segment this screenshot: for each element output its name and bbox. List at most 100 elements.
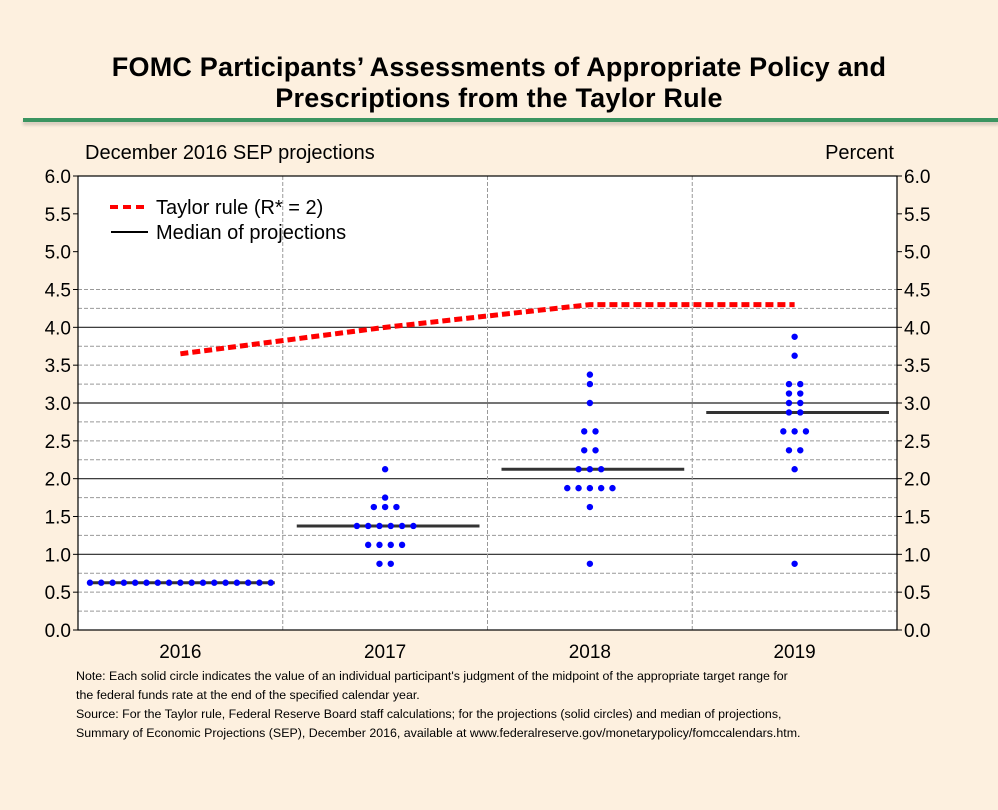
projection-dot xyxy=(785,390,793,397)
projection-dot xyxy=(381,466,389,473)
projection-dot xyxy=(586,380,594,388)
projection-dot xyxy=(797,399,804,407)
y-tick-label-right: 0.5 xyxy=(904,583,930,604)
chart-title-line-2: Prescriptions from the Taylor Rule xyxy=(275,83,723,113)
y-tick-label-right: 4.5 xyxy=(904,281,930,302)
projection-dot xyxy=(581,447,588,454)
projection-dot xyxy=(109,579,116,586)
projection-dot xyxy=(797,447,804,454)
chart-subtitle: December 2016 SEP projections xyxy=(85,142,375,164)
source-line-1: Source: For the Taylor rule, Federal Res… xyxy=(76,707,782,721)
projection-dot xyxy=(791,333,798,340)
projection-dot xyxy=(797,390,804,397)
y-axis-left: 0.0 0.5 1.0 1.5 2.0 2.5 3.0 3.5 4.0 4.5 5.0 5.5 6.0 xyxy=(45,167,78,642)
projection-dot xyxy=(802,428,810,435)
projection-dot xyxy=(791,466,798,473)
x-tick-label: 2019 xyxy=(773,642,815,663)
projection-dot xyxy=(222,579,229,586)
projection-dot xyxy=(797,409,804,416)
chart-title: FOMC Participants’ Assessments of Approp… xyxy=(0,52,998,114)
y-tick-label-right: 0.0 xyxy=(904,621,930,642)
y-tick-label-left: 5.5 xyxy=(45,205,71,226)
projection-dot xyxy=(393,503,400,511)
projection-dot xyxy=(581,428,588,435)
projection-dot xyxy=(785,380,793,388)
projection-dot xyxy=(364,522,372,530)
projection-dot xyxy=(398,522,406,530)
projection-dot xyxy=(131,579,139,586)
chart-notes: Note: Each solid circle indicates the va… xyxy=(76,667,800,743)
projection-dot xyxy=(575,466,582,473)
x-tick-label: 2017 xyxy=(364,642,406,663)
projection-dot xyxy=(376,522,383,530)
projection-dot xyxy=(387,541,394,549)
projection-dot xyxy=(791,352,798,359)
legend-taylor-label: Taylor rule (R* = 2) xyxy=(156,197,323,219)
y-tick-label-right: 5.0 xyxy=(904,243,930,264)
projection-dot xyxy=(387,560,394,567)
projection-dot xyxy=(381,494,389,501)
y-tick-label-left: 2.5 xyxy=(45,432,71,453)
projection-dot xyxy=(586,503,594,511)
projection-dot xyxy=(575,484,582,492)
projection-dot xyxy=(592,428,599,435)
y-tick-label-right: 3.0 xyxy=(904,394,930,415)
projection-dot xyxy=(120,579,128,586)
projection-dot xyxy=(256,579,263,586)
projection-dot xyxy=(586,371,594,378)
projection-dot xyxy=(780,428,787,435)
y-tick-label-left: 1.5 xyxy=(45,508,71,529)
projection-dot xyxy=(797,380,804,388)
y-tick-label-right: 4.0 xyxy=(904,318,930,339)
y-tick-label-right: 5.5 xyxy=(904,205,930,226)
x-tick-label: 2016 xyxy=(159,642,201,663)
projection-dot xyxy=(370,503,378,511)
projection-dot xyxy=(381,503,389,511)
projection-dot xyxy=(364,541,372,549)
y-tick-label-left: 6.0 xyxy=(45,167,71,188)
projection-dot xyxy=(586,399,594,407)
y-tick-label-left: 5.0 xyxy=(45,243,71,264)
projection-dot xyxy=(597,466,605,473)
y-tick-label-left: 0.0 xyxy=(45,621,71,642)
chart-title-line-1: FOMC Participants’ Assessments of Approp… xyxy=(111,52,887,82)
projection-dot xyxy=(785,399,793,407)
title-divider xyxy=(23,118,998,122)
projection-dot xyxy=(233,579,241,586)
y-tick-label-right: 2.0 xyxy=(904,470,930,491)
vertical-separators xyxy=(282,176,693,630)
projection-dot xyxy=(609,484,616,492)
y-tick-label-left: 2.0 xyxy=(45,470,71,491)
projection-dot xyxy=(143,579,150,586)
x-axis: 2016 2017 2018 2019 xyxy=(159,642,816,663)
y-tick-label-left: 4.0 xyxy=(45,318,71,339)
note-line-2: the federal funds rate at the end of the… xyxy=(76,688,420,702)
y-tick-label-right: 3.5 xyxy=(904,356,930,377)
projection-dots xyxy=(86,333,810,586)
projection-dot xyxy=(86,579,94,586)
projection-dot xyxy=(791,560,798,567)
projection-dot xyxy=(785,409,793,416)
projection-dot xyxy=(353,522,361,530)
projection-dot xyxy=(398,541,406,549)
projection-dot xyxy=(597,484,605,492)
projection-dot xyxy=(165,579,173,586)
projection-dot xyxy=(376,560,383,567)
taylor-rule-line xyxy=(180,302,795,357)
projection-dot xyxy=(98,579,105,586)
projection-dot xyxy=(387,522,394,530)
projection-dot xyxy=(188,579,195,586)
projection-dot xyxy=(376,541,383,549)
projection-dot xyxy=(586,560,594,567)
projection-dot xyxy=(785,447,793,454)
y-tick-label-left: 0.5 xyxy=(45,583,71,604)
note-line-1: Note: Each solid circle indicates the va… xyxy=(76,669,788,683)
y-tick-label-left: 3.0 xyxy=(45,394,71,415)
projection-dot xyxy=(410,522,417,530)
unit-label: Percent xyxy=(825,142,894,164)
y-tick-label-right: 1.0 xyxy=(904,545,930,566)
legend-median-label: Median of projections xyxy=(156,222,346,244)
projection-dot xyxy=(244,579,252,586)
projection-dot xyxy=(177,579,184,586)
